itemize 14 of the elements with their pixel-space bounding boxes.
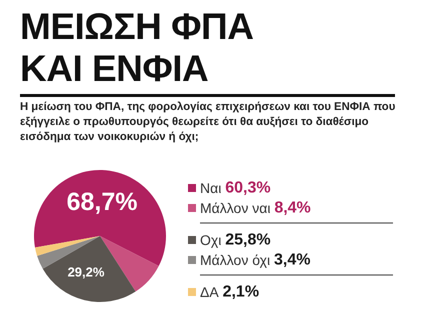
text: 68,7% xyxy=(66,188,138,216)
data-label: 8,4% xyxy=(274,200,311,216)
data-label: 25,8% xyxy=(225,232,271,248)
data-label: 3,4% xyxy=(274,252,310,268)
data-label: 60,3% xyxy=(225,180,271,196)
chart-subtitle: Η μείωση του ΦΠΑ, της φορολογίας επιχειρήσεων και του ΕΝΦΙΑ που εξήγγειλε ο πρωθυπουργός θεωρείτε ότι θα αυξήσει το διαθέσιμο εισόδημα των νοικοκυριών ή όχι; xyxy=(20,100,396,145)
text: 29,2% xyxy=(68,264,105,280)
legend-label: ΔΑ xyxy=(200,284,222,300)
data-label: 2,1% xyxy=(222,284,260,300)
legend-label: Ναι xyxy=(200,180,226,196)
legend-label: Μάλλον ναι xyxy=(200,200,274,216)
chart-title: ΜΕΙΩΣΗ ΦΠΑ ΚΑΙ ΕΝΦΙΑ xyxy=(20,6,254,90)
legend-label: Οχι xyxy=(200,232,226,248)
legend-label: Μάλλον όχι xyxy=(200,252,274,268)
